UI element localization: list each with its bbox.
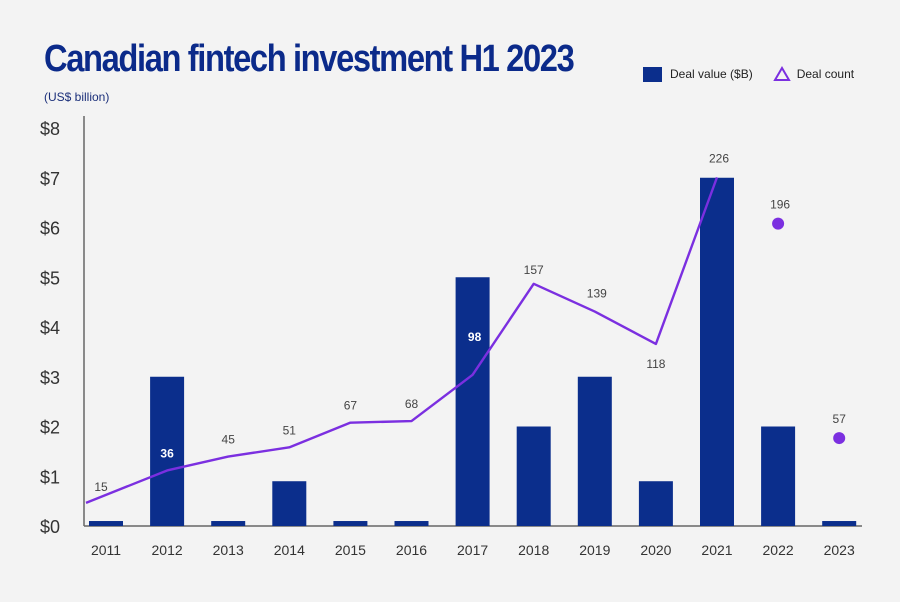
- legend-triangle-icon: [772, 66, 791, 81]
- y-tick-label: $0: [40, 517, 60, 537]
- bar: [333, 521, 368, 526]
- bar: [211, 521, 246, 526]
- y-tick-label: $3: [40, 368, 60, 388]
- y-tick-label: $6: [40, 219, 60, 239]
- deal-count-label: 67: [344, 399, 358, 413]
- y-tick-label: $5: [40, 268, 60, 288]
- x-tick-label: 2017: [457, 542, 488, 558]
- bar: [89, 521, 123, 526]
- deal-count-label: 139: [587, 287, 607, 301]
- deal-count-label: 15: [94, 480, 108, 494]
- y-tick-label: $2: [40, 418, 60, 438]
- y-tick-label: $7: [40, 169, 60, 189]
- chart-subtitle: (US$ billion): [44, 90, 110, 104]
- deal-count-label: 51: [283, 423, 297, 437]
- x-tick-label: 2019: [579, 542, 610, 558]
- legend-line-label: Deal count: [796, 67, 855, 81]
- y-tick-label: $4: [40, 318, 60, 338]
- bar: [150, 376, 185, 526]
- x-tick-label: 2015: [335, 542, 366, 558]
- x-tick-label: 2021: [701, 542, 732, 558]
- deal-count-label: 57: [833, 412, 847, 426]
- deal-count-label: 45: [222, 433, 236, 447]
- bar: [516, 426, 551, 526]
- chart-title: Canadian fintech investment H1 2023: [44, 38, 575, 80]
- bar: [577, 376, 612, 526]
- deal-count-marker: [772, 217, 785, 230]
- bar: [394, 521, 429, 526]
- x-tick-label: 2012: [152, 542, 183, 558]
- x-tick-label: 2022: [763, 542, 794, 558]
- deal-count-line: [85, 176, 719, 504]
- x-tick-label: 2011: [91, 542, 121, 558]
- x-tick-label: 2018: [518, 542, 549, 558]
- deal-count-label: 196: [770, 198, 790, 212]
- bar: [822, 521, 857, 526]
- deal-count-label: 68: [405, 397, 419, 411]
- x-tick-label: 2023: [824, 542, 855, 558]
- deal-count-label: 98: [468, 330, 482, 344]
- y-tick-label: $8: [40, 119, 60, 139]
- legend-bar-label: Deal value ($B): [670, 67, 753, 81]
- bar: [700, 177, 734, 526]
- chart-legend: Deal value ($B) Deal count: [643, 66, 854, 82]
- y-tick-label: $1: [40, 467, 60, 487]
- deal-count-label: 36: [160, 446, 174, 460]
- deal-count-marker: [833, 432, 846, 445]
- x-tick-label: 2013: [213, 542, 244, 558]
- deal-count-label: 118: [646, 357, 665, 371]
- x-tick-label: 2016: [396, 542, 427, 558]
- deal-count-label: 226: [709, 151, 729, 165]
- legend-bar-swatch: [643, 66, 662, 82]
- bar: [272, 481, 307, 526]
- deal-count-label: 157: [524, 263, 544, 277]
- bar: [455, 277, 490, 526]
- x-tick-label: 2020: [640, 542, 671, 558]
- bar: [638, 481, 673, 526]
- x-tick-label: 2014: [274, 542, 305, 558]
- bar: [761, 426, 796, 526]
